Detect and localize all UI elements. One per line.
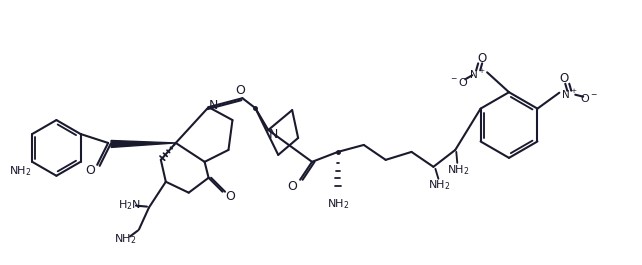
Polygon shape	[111, 140, 176, 147]
Text: H$_2$N: H$_2$N	[117, 198, 141, 211]
Text: O$^-$: O$^-$	[580, 92, 598, 104]
Text: N$^+$: N$^+$	[469, 68, 485, 81]
Text: NH$_2$: NH$_2$	[447, 163, 469, 177]
Text: $^-$O: $^-$O	[449, 76, 469, 88]
Text: O: O	[236, 84, 245, 97]
Text: O: O	[225, 190, 236, 203]
Text: N: N	[209, 99, 218, 112]
Text: NH$_2$: NH$_2$	[327, 197, 349, 210]
Text: O: O	[478, 52, 487, 65]
Text: O: O	[287, 180, 297, 193]
Text: NH$_2$: NH$_2$	[9, 164, 31, 178]
Text: O: O	[560, 72, 569, 85]
Text: N$^+$: N$^+$	[561, 88, 578, 101]
Text: NH$_2$: NH$_2$	[114, 232, 136, 246]
Text: O: O	[85, 164, 95, 177]
Text: N: N	[268, 129, 278, 142]
Text: NH$_2$: NH$_2$	[428, 178, 451, 192]
